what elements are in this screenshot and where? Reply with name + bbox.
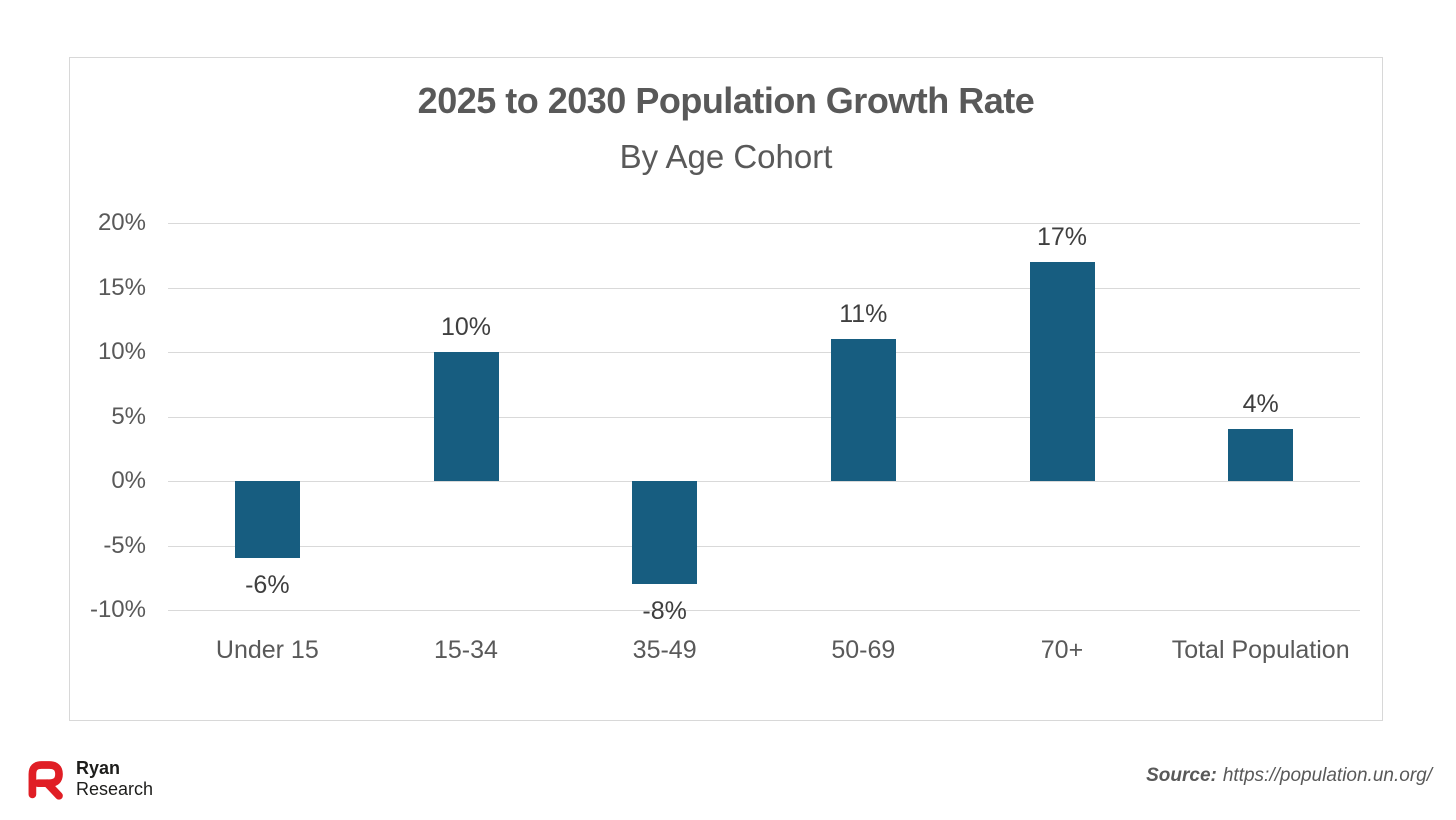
x-category-label: 15-34: [434, 636, 498, 664]
y-tick-label: -10%: [89, 596, 146, 623]
data-label: -6%: [245, 571, 290, 600]
logo-name-line1: Ryan: [76, 758, 121, 778]
logo-text: Ryan Research: [76, 758, 153, 800]
gridline: [168, 610, 1360, 611]
gridline: [168, 223, 1360, 224]
gridline: [168, 352, 1360, 353]
gridline: [168, 416, 1360, 418]
x-category-label: 35-49: [632, 636, 697, 664]
x-category-label: Under 15: [215, 636, 319, 664]
gridline: [168, 481, 1360, 482]
logo-name-line2: Research: [76, 779, 154, 799]
gridline: [168, 287, 1360, 289]
bar-35-49: [632, 481, 698, 585]
y-tick-label: -5%: [103, 531, 146, 559]
data-label: 10%: [440, 313, 492, 341]
bar-total-population: [1228, 429, 1294, 481]
chart-panel: 2025 to 2030 Population Growth Rate By A…: [69, 57, 1383, 721]
ryan-research-logo-icon: [28, 761, 63, 800]
bar-under-15: [234, 481, 300, 559]
source-label: Source:: [1146, 765, 1217, 786]
chart-subtitle: By Age Cohort: [619, 138, 833, 175]
bar-15-34: [433, 352, 499, 481]
y-tick-label: 20%: [97, 209, 146, 236]
gridline: [168, 545, 1360, 547]
y-tick-label: 15%: [97, 273, 146, 301]
source-url: https://population.un.org/: [1222, 765, 1432, 786]
data-label: 11%: [839, 300, 888, 329]
footer-logo: Ryan Research: [24, 753, 153, 805]
chart-title: 2025 to 2030 Population Growth Rate: [417, 80, 1035, 121]
data-label: -8%: [642, 597, 687, 626]
source-citation: Source: https://population.un.org/: [1146, 765, 1432, 787]
data-label: 17%: [1036, 222, 1088, 251]
data-label: 4%: [1242, 390, 1279, 419]
x-category-label: Total Population: [1171, 636, 1350, 664]
y-tick-label: 10%: [97, 338, 146, 365]
bar-70-: [1029, 261, 1095, 481]
x-category-label: 50-69: [831, 636, 896, 664]
x-category-label: 70+: [1040, 636, 1084, 664]
y-tick-label: 5%: [111, 402, 146, 430]
y-tick-label: 0%: [111, 467, 146, 494]
bar-50-69: [830, 339, 896, 481]
